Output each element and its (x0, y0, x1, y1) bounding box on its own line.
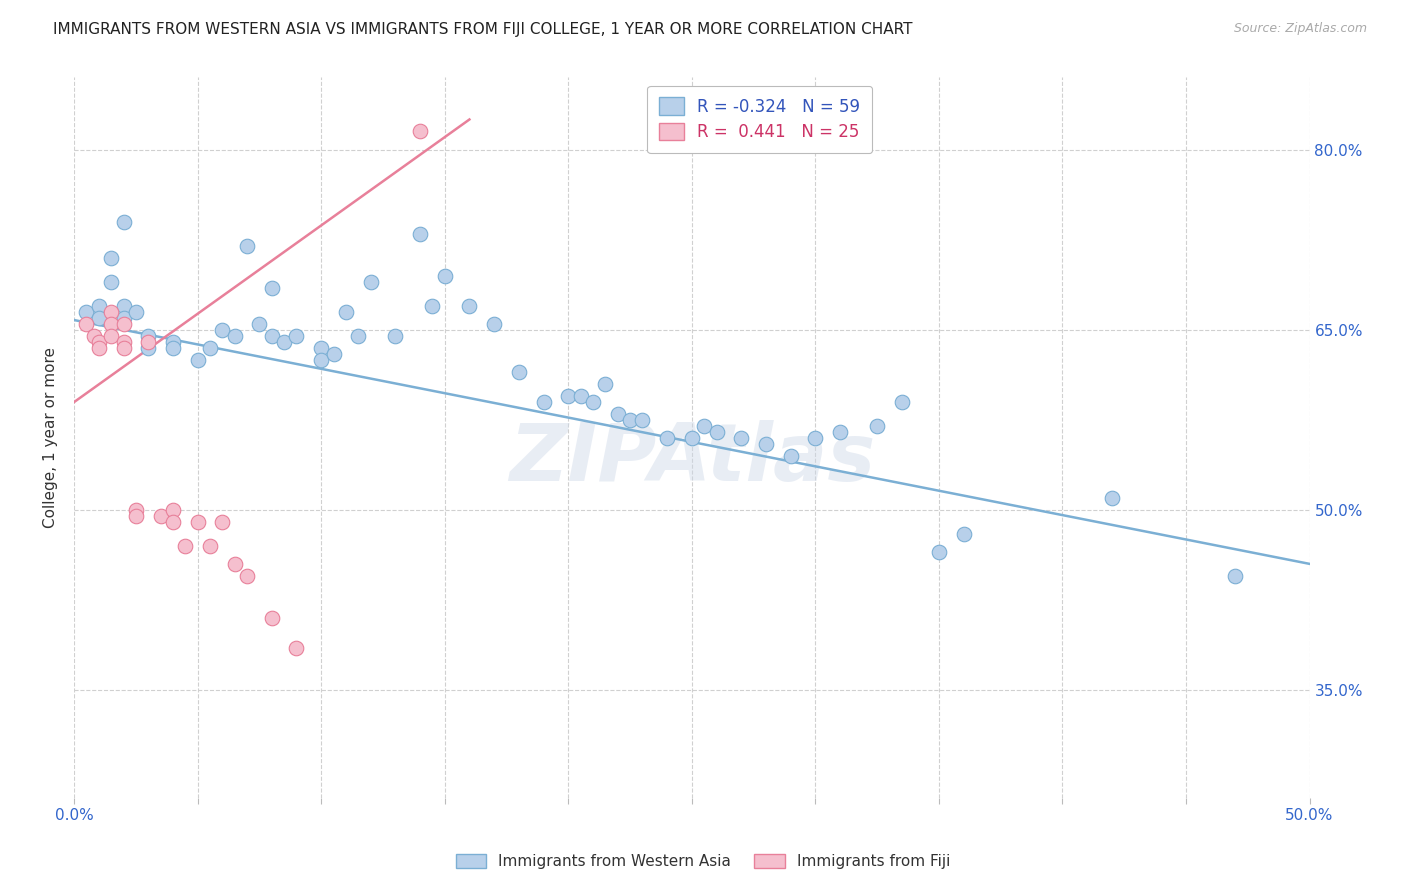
Point (928, 545, 950, 559)
Point (136, 328, 159, 343)
Point (409, 124, 432, 138)
Point (100, 251, 122, 265)
Y-axis label: College, 1 year or more: College, 1 year or more (44, 347, 58, 528)
Point (247, 317, 270, 331)
Point (162, 503, 184, 517)
Point (730, 431, 752, 445)
Point (1225, 569, 1247, 583)
Point (569, 389, 592, 403)
Point (162, 334, 184, 349)
Point (347, 328, 370, 343)
Point (75, 317, 97, 331)
Point (87, 299, 110, 313)
Point (112, 310, 135, 325)
Point (828, 425, 851, 439)
Point (174, 539, 197, 553)
Point (236, 238, 259, 252)
Point (112, 317, 135, 331)
Point (706, 425, 728, 439)
Point (285, 328, 308, 343)
Point (75, 304, 97, 318)
Point (631, 413, 654, 427)
Point (619, 413, 641, 427)
Point (260, 611, 283, 625)
Point (655, 431, 678, 445)
Point (211, 515, 233, 529)
Point (866, 418, 889, 433)
Legend: Immigrants from Western Asia, Immigrants from Fiji: Immigrants from Western Asia, Immigrants… (450, 848, 956, 875)
Point (952, 526, 974, 541)
Point (482, 317, 505, 331)
Point (100, 275, 122, 289)
Point (681, 431, 703, 445)
Point (125, 304, 148, 318)
Point (187, 352, 209, 367)
Point (224, 557, 246, 571)
Point (1101, 491, 1123, 505)
Point (322, 347, 344, 361)
Point (433, 268, 456, 283)
Point (224, 328, 246, 343)
Point (533, 394, 555, 409)
Point (309, 352, 332, 367)
Point (779, 449, 801, 463)
Point (211, 323, 233, 337)
Point (890, 394, 912, 409)
Point (595, 376, 617, 391)
Point (309, 341, 332, 355)
Point (87, 334, 110, 349)
Text: Source: ZipAtlas.com: Source: ZipAtlas.com (1233, 22, 1367, 36)
Point (125, 508, 148, 523)
Point (693, 418, 716, 433)
Point (162, 341, 184, 355)
Point (198, 341, 221, 355)
Point (136, 334, 159, 349)
Point (112, 299, 135, 313)
Point (273, 334, 295, 349)
Point (804, 431, 827, 445)
Point (136, 341, 159, 355)
Legend: R = -0.324   N = 59, R =  0.441   N = 25: R = -0.324 N = 59, R = 0.441 N = 25 (647, 86, 872, 153)
Point (83, 328, 105, 343)
Point (409, 227, 432, 241)
Point (125, 503, 148, 517)
Point (100, 328, 122, 343)
Point (285, 640, 308, 655)
Point (458, 299, 481, 313)
Point (100, 304, 122, 318)
Point (236, 569, 259, 583)
Point (187, 515, 209, 529)
Point (755, 436, 778, 450)
Point (360, 275, 382, 289)
Point (582, 394, 605, 409)
Point (112, 214, 135, 228)
Point (112, 341, 135, 355)
Point (384, 328, 406, 343)
Point (606, 407, 628, 421)
Text: IMMIGRANTS FROM WESTERN ASIA VS IMMIGRANTS FROM FIJI COLLEGE, 1 YEAR OR MORE COR: IMMIGRANTS FROM WESTERN ASIA VS IMMIGRAN… (53, 22, 912, 37)
Point (100, 317, 122, 331)
Point (508, 365, 530, 379)
Point (557, 389, 579, 403)
Point (87, 310, 110, 325)
Point (260, 328, 283, 343)
Point (422, 299, 444, 313)
Point (162, 515, 184, 529)
Point (260, 280, 283, 294)
Text: ZIPAtlas: ZIPAtlas (509, 420, 875, 499)
Point (87, 341, 110, 355)
Point (112, 334, 135, 349)
Point (149, 508, 172, 523)
Point (335, 304, 357, 318)
Point (198, 539, 221, 553)
